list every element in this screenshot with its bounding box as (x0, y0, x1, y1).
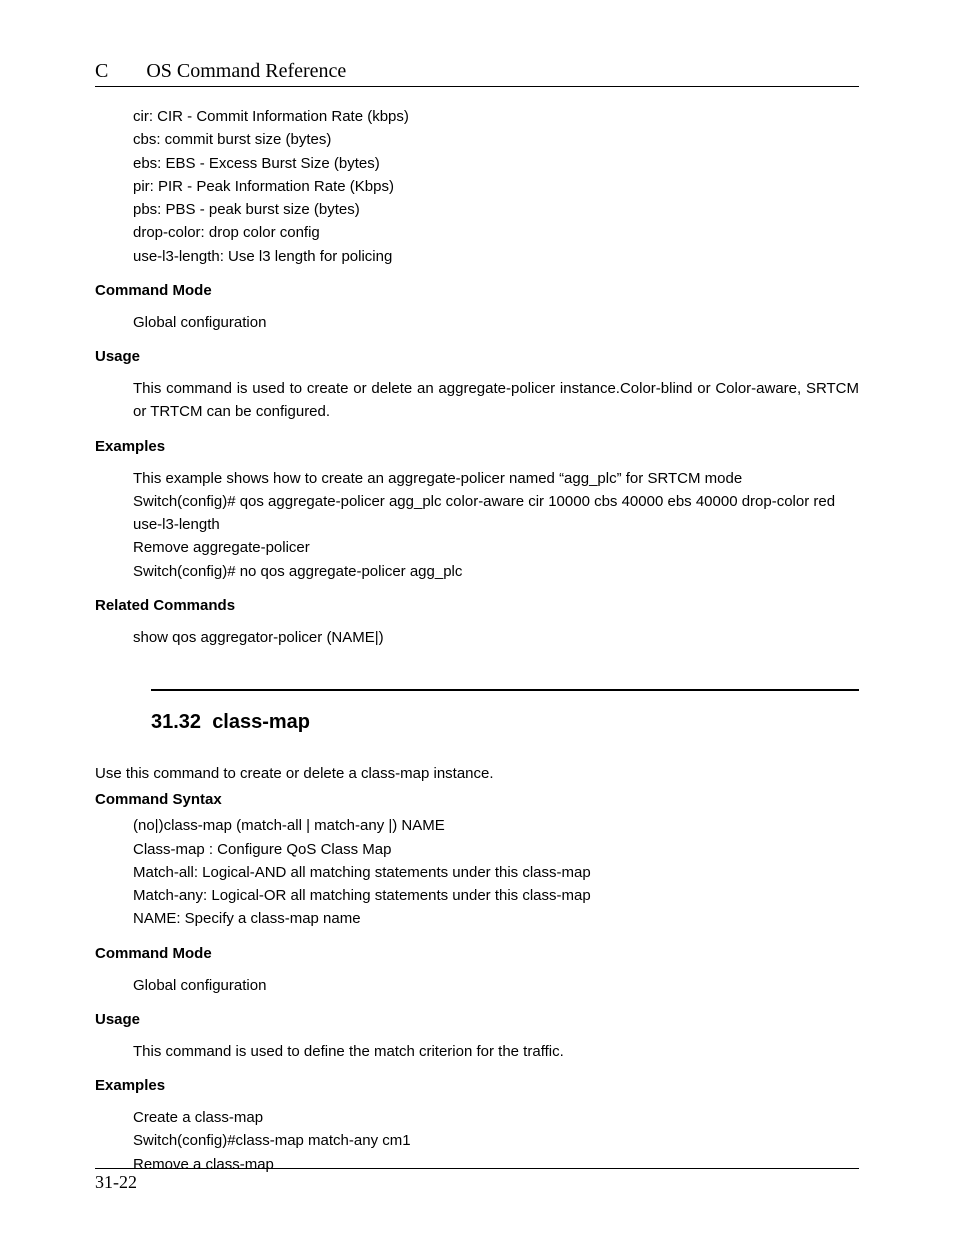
def-line: pir: PIR - Peak Information Rate (Kbps) (133, 175, 859, 198)
syntax-line: NAME: Specify a class-map name (133, 907, 859, 930)
running-header: C OS Command Reference (95, 60, 859, 87)
section-heading: 31.32 class-map (95, 711, 859, 734)
section-number: 31.32 (151, 711, 201, 733)
command-syntax-label: Command Syntax (95, 791, 859, 808)
command-mode-block: Global configuration (95, 311, 859, 334)
def-line: drop-color: drop color config (133, 221, 859, 244)
page-number: 31-22 (95, 1168, 859, 1193)
section-intro: Use this command to create or delete a c… (95, 762, 859, 785)
command-mode-text-2: Global configuration (133, 974, 859, 997)
command-mode-block-2: Global configuration (95, 974, 859, 997)
example-line: Create a class-map (133, 1106, 859, 1129)
def-line: use-l3-length: Use l3 length for policin… (133, 245, 859, 268)
command-syntax-block: (no|)class-map (match-all | match-any |)… (95, 814, 859, 930)
syntax-line: (no|)class-map (match-all | match-any |)… (133, 814, 859, 837)
syntax-line: Match-any: Logical-OR all matching state… (133, 884, 859, 907)
example-line: This example shows how to create an aggr… (133, 467, 859, 490)
def-line: pbs: PBS - peak burst size (bytes) (133, 198, 859, 221)
page-footer: 31-22 (95, 1168, 859, 1193)
syntax-line: Class-map : Configure QoS Class Map (133, 838, 859, 861)
chapter-letter: C (95, 60, 108, 83)
examples-block-2: Create a class-map Switch(config)#class-… (95, 1106, 859, 1176)
examples-block: This example shows how to create an aggr… (95, 467, 859, 583)
usage-text-2: This command is used to define the match… (133, 1040, 859, 1063)
example-line: Switch(config)# no qos aggregate-policer… (133, 560, 859, 583)
def-line: cbs: commit burst size (bytes) (133, 128, 859, 151)
usage-block-2: This command is used to define the match… (95, 1040, 859, 1063)
doc-title: OS Command Reference (146, 60, 346, 83)
example-line: Remove aggregate-policer (133, 536, 859, 559)
section-divider-wrap (95, 689, 859, 691)
parameter-definitions: cir: CIR - Commit Information Rate (kbps… (95, 105, 859, 268)
section-divider (151, 689, 859, 691)
examples-label-2: Examples (95, 1077, 859, 1094)
usage-block: This command is used to create or delete… (95, 377, 859, 424)
related-commands-text: show qos aggregator-policer (NAME|) (133, 626, 859, 649)
usage-text: This command is used to create or delete… (133, 377, 859, 424)
command-mode-label-2: Command Mode (95, 945, 859, 962)
related-commands-block: show qos aggregator-policer (NAME|) (95, 626, 859, 649)
usage-label: Usage (95, 348, 859, 365)
syntax-line: Match-all: Logical-AND all matching stat… (133, 861, 859, 884)
related-commands-label: Related Commands (95, 597, 859, 614)
examples-label: Examples (95, 438, 859, 455)
command-mode-text: Global configuration (133, 311, 859, 334)
usage-label-2: Usage (95, 1011, 859, 1028)
example-line: Switch(config)# qos aggregate-policer ag… (133, 490, 859, 537)
def-line: cir: CIR - Commit Information Rate (kbps… (133, 105, 859, 128)
section-title: class-map (212, 711, 310, 733)
page: C OS Command Reference cir: CIR - Commit… (0, 0, 954, 1235)
command-mode-label: Command Mode (95, 282, 859, 299)
example-line: Switch(config)#class-map match-any cm1 (133, 1129, 859, 1152)
def-line: ebs: EBS - Excess Burst Size (bytes) (133, 152, 859, 175)
